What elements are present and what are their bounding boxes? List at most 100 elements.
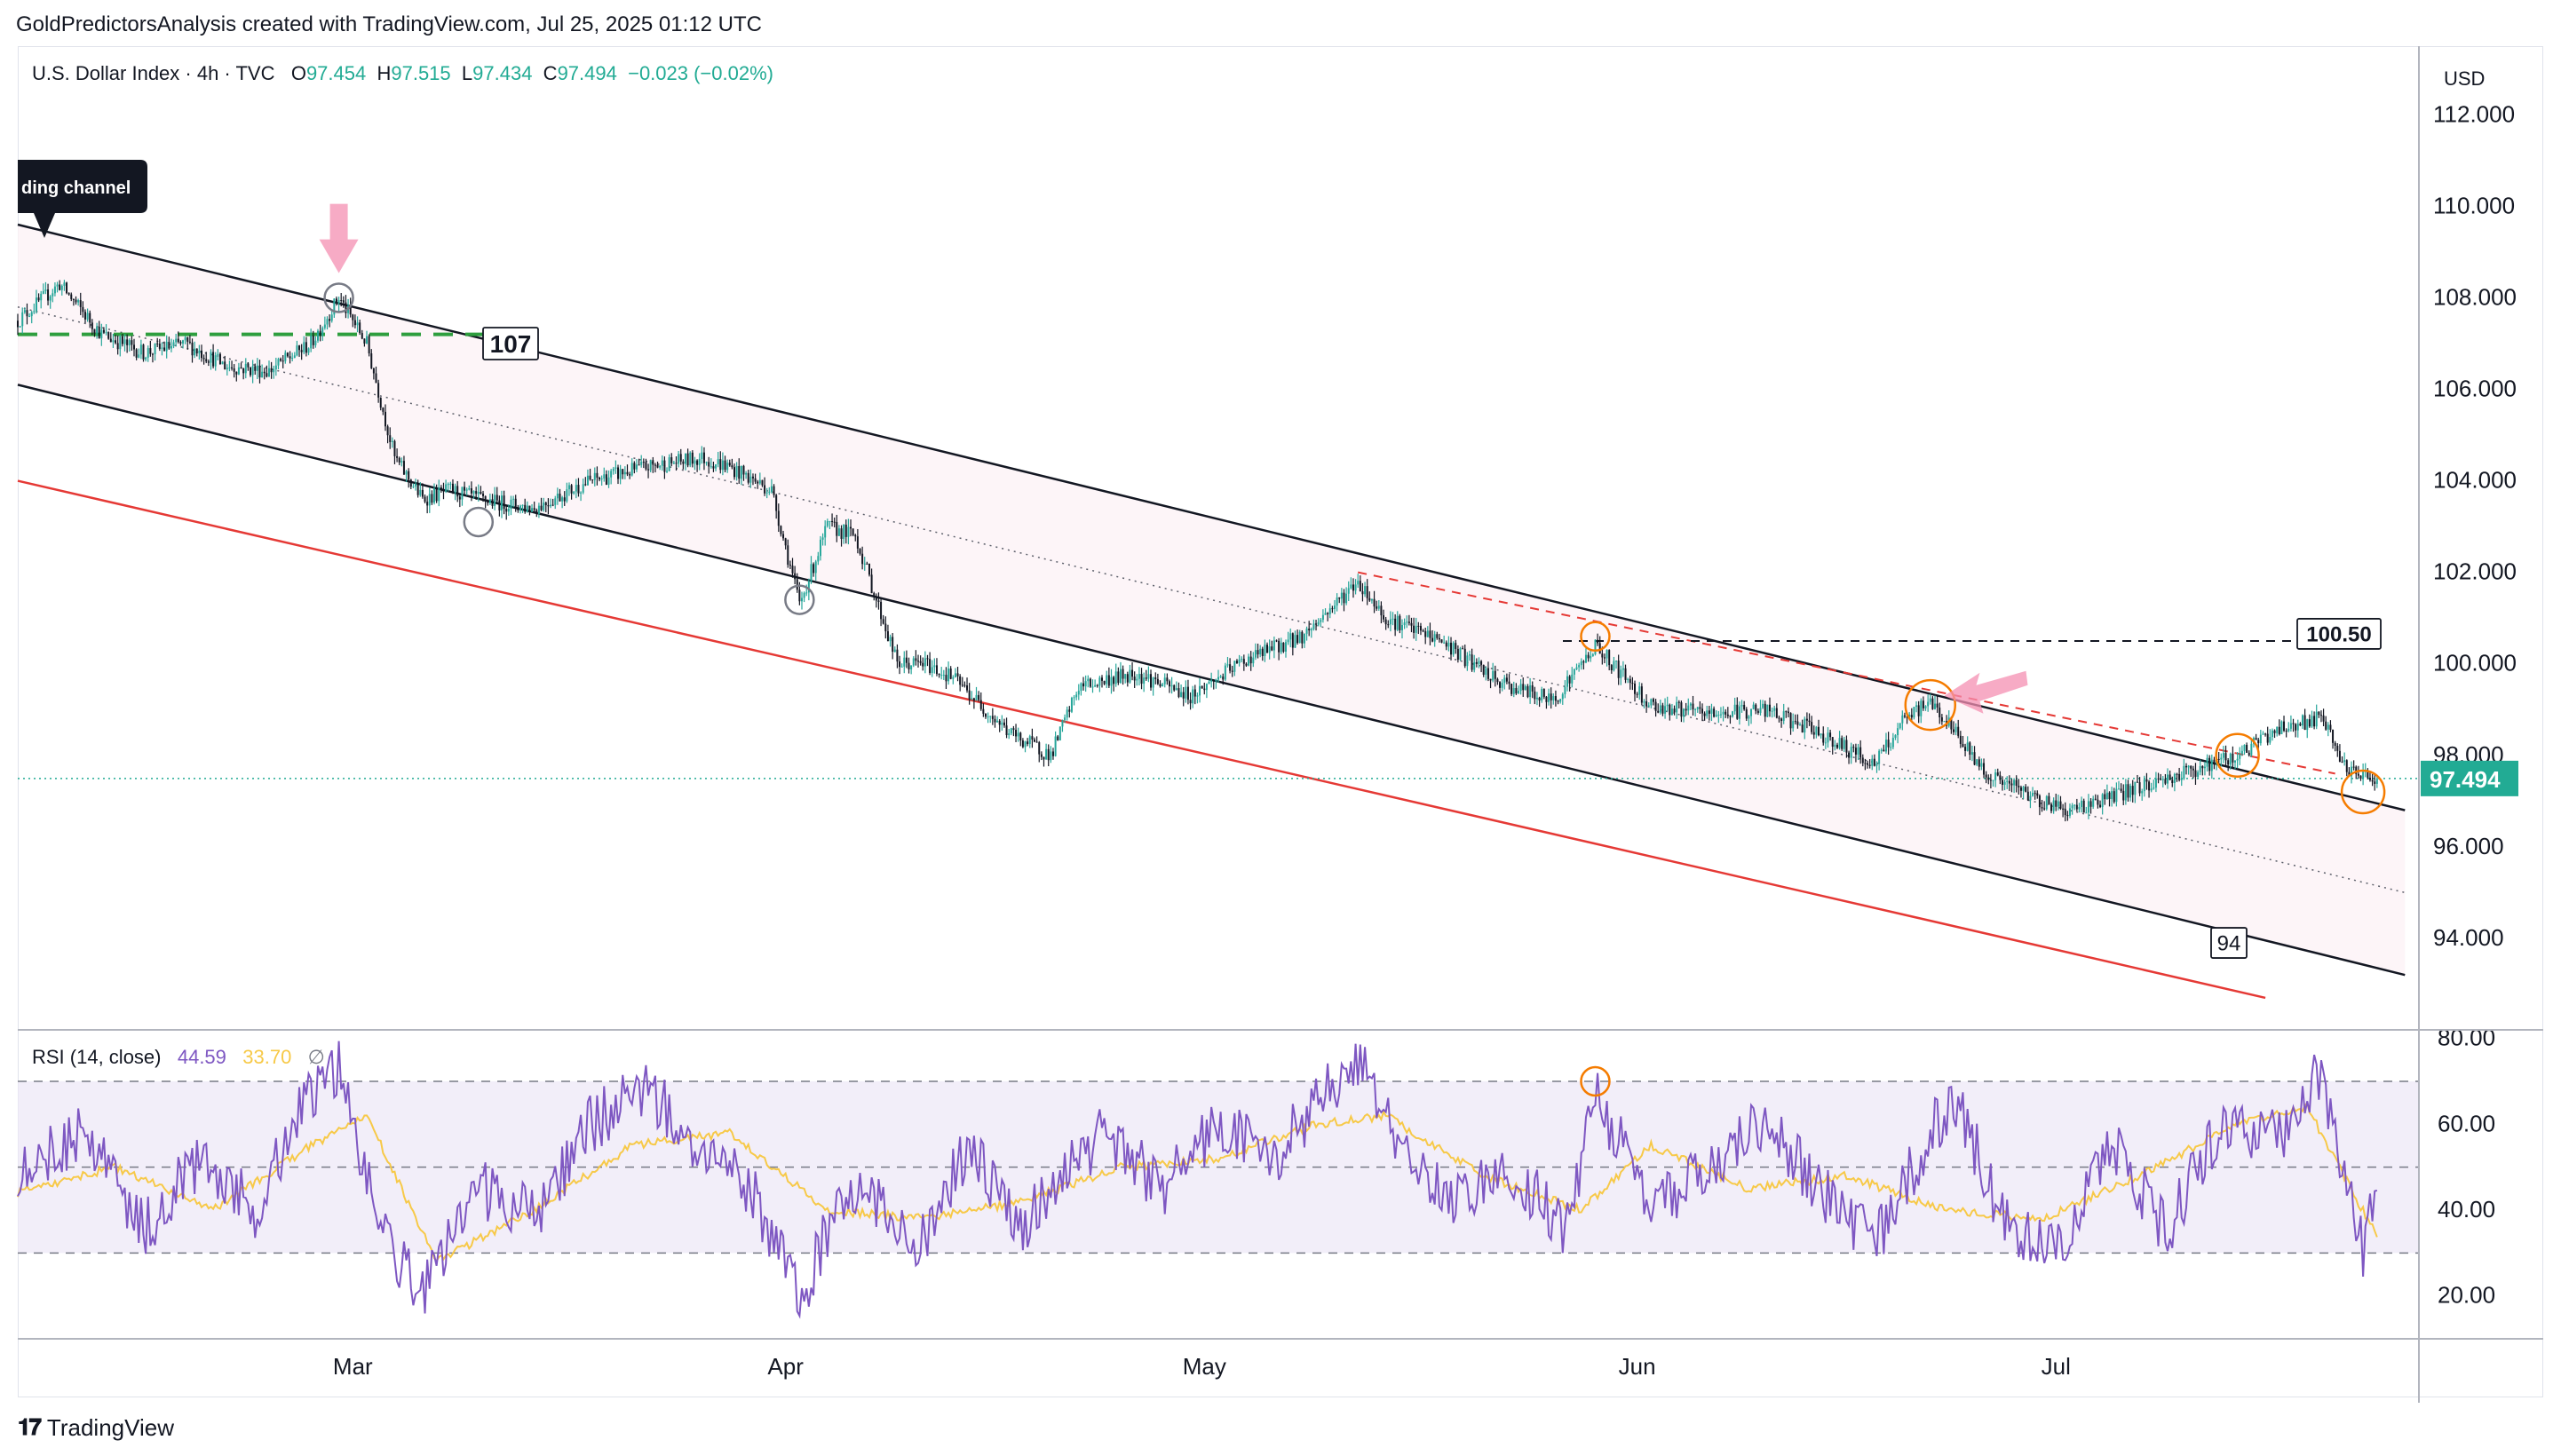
candle-body [1934, 703, 1937, 709]
candle-body [396, 455, 399, 458]
candle-body [1811, 722, 1813, 732]
candle-body [1124, 674, 1127, 679]
candle-body [810, 564, 813, 582]
candle-body [582, 484, 584, 493]
close-value: 97.494 [557, 62, 617, 84]
candle-body [791, 566, 794, 574]
candle-body [2071, 805, 2073, 809]
candle-body [416, 484, 419, 495]
candle-body [656, 464, 659, 468]
candle-body [2178, 773, 2181, 780]
candle-body [824, 526, 827, 538]
candle-body [165, 342, 168, 352]
candle-body [2081, 800, 2083, 808]
candle-body [2278, 726, 2280, 735]
candle-body [696, 460, 699, 465]
candle-body [202, 358, 205, 360]
candle-body [575, 485, 577, 492]
candle-body [247, 363, 250, 368]
candle-body [1005, 725, 1008, 736]
symbol-label[interactable]: U.S. Dollar Index · 4h · TVC [32, 62, 275, 84]
label-94-group[interactable]: 94 [2210, 927, 2248, 959]
candle-body [514, 498, 517, 508]
candle-body [487, 501, 489, 503]
candle-body [512, 498, 515, 500]
candle-body [991, 716, 994, 719]
candle-body [195, 348, 198, 354]
tradingview-logo[interactable]: 𝟏𝟕 TradingView [18, 1413, 174, 1442]
candle-body [1745, 709, 1748, 719]
candle-body [135, 349, 138, 358]
pink-left-arrow-icon [1944, 670, 2028, 714]
candle-body [1985, 774, 1987, 778]
high-label: H [377, 62, 392, 84]
candle-body [1670, 708, 1673, 716]
candle-body [1331, 608, 1334, 610]
candle-body [929, 659, 932, 673]
candle-body [1970, 752, 1973, 756]
rsi-extra-value: ∅ [307, 1046, 325, 1068]
candle-body [1317, 621, 1320, 625]
candle-body [942, 675, 945, 677]
candle-body [1145, 677, 1147, 679]
candle-body [979, 700, 982, 709]
candle-body [2375, 778, 2378, 784]
candle-body [2015, 779, 2018, 787]
candle-body [1045, 748, 1048, 760]
candle-body [1740, 704, 1743, 707]
channel-callout-text: ding channel [21, 178, 131, 198]
candle-body [1664, 706, 1667, 714]
currency-label[interactable]: USD [2444, 67, 2485, 90]
red-support-line[interactable] [17, 479, 2266, 1000]
candle-body [1143, 677, 1146, 684]
candle-body [2192, 768, 2194, 771]
candle-body [451, 483, 454, 493]
candle-body [1248, 656, 1250, 666]
price-tick-label: 100.000 [2433, 650, 2517, 677]
candle-body [2029, 795, 2032, 801]
candle-body [1131, 669, 1134, 677]
candle-body [1771, 710, 1773, 712]
orange-circle-marker [1580, 621, 1611, 653]
chart-frame[interactable] [18, 46, 2543, 1397]
candle-body [731, 465, 733, 468]
candle-body [454, 486, 456, 493]
candle-body [1310, 629, 1312, 631]
channel-callout[interactable]: ding channel [18, 160, 147, 238]
candle-body [1606, 650, 1608, 659]
candle-body [2097, 799, 2099, 805]
candle-body [377, 383, 380, 398]
candle-body [2311, 716, 2313, 727]
candle-body [1473, 661, 1476, 670]
label-107: 107 [490, 330, 532, 358]
rsi-label[interactable]: RSI (14, close) [32, 1046, 162, 1068]
candle-body [701, 452, 703, 459]
candle-body [1282, 642, 1285, 652]
label-107-group[interactable]: 107 [482, 327, 539, 360]
candle-body [896, 649, 899, 662]
candle-body [1338, 597, 1341, 599]
candle-body [554, 498, 557, 505]
candle-body [1624, 668, 1627, 680]
candle-body [326, 319, 329, 325]
red-dashed-trendline[interactable] [1358, 571, 2335, 775]
candle-body [2134, 781, 2137, 795]
candle-body [1154, 677, 1157, 679]
candle-body [1136, 678, 1138, 681]
candle-body [1103, 680, 1106, 684]
candle-body [70, 294, 73, 299]
candle-body [2124, 784, 2127, 801]
candle-body [1843, 740, 1845, 749]
candle-body [67, 293, 70, 295]
candle-body [1897, 728, 1899, 736]
candle-body [1917, 705, 1920, 716]
candle-body [2306, 719, 2309, 731]
time-tick-label: Apr [767, 1353, 804, 1380]
channel-upper-line[interactable] [17, 223, 2406, 811]
candle-body [375, 373, 377, 384]
label-100-50-group[interactable]: 100.50 [2296, 618, 2382, 650]
candle-body [877, 600, 880, 602]
candle-body [1580, 661, 1582, 666]
candle-body [266, 373, 268, 377]
